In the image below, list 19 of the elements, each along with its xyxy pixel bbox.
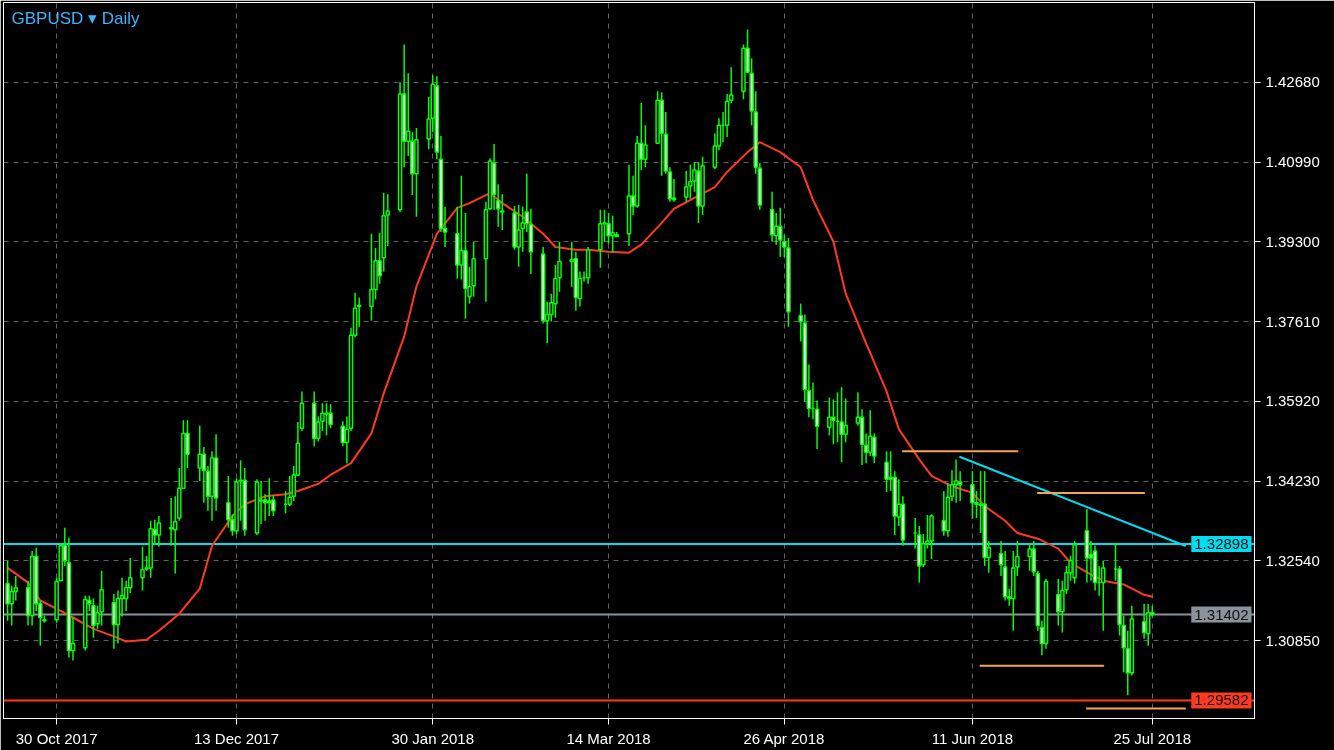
x-tick-label: 14 Mar 2018 <box>566 729 651 747</box>
y-tick-label: 1.34230 <box>1265 472 1320 490</box>
x-tick-label: 26 Apr 2018 <box>743 729 825 747</box>
ref-line-label: 1.31402 <box>1194 605 1249 623</box>
chart-title: GBPUSD ▾ Daily <box>11 9 141 28</box>
x-tick-label: 25 Jul 2018 <box>1113 729 1192 747</box>
y-tick-label: 1.37610 <box>1265 312 1320 330</box>
x-tick-label: 11 Jun 2018 <box>931 729 1014 747</box>
ref-line-label: 1.29582 <box>1194 691 1249 709</box>
y-tick-label: 1.32540 <box>1265 551 1320 569</box>
ref-line-label: 1.32898 <box>1194 534 1249 552</box>
x-tick-label: 13 Dec 2017 <box>194 729 280 747</box>
x-tick-label: 30 Jan 2018 <box>391 729 475 747</box>
y-tick-label: 1.30850 <box>1265 631 1320 649</box>
y-tick-label: 1.40990 <box>1265 153 1320 171</box>
x-tick-label: 30 Oct 2017 <box>15 729 98 747</box>
y-tick-label: 1.35920 <box>1265 392 1320 410</box>
y-tick-label: 1.39300 <box>1265 232 1320 250</box>
y-tick-label: 1.42680 <box>1265 73 1320 91</box>
